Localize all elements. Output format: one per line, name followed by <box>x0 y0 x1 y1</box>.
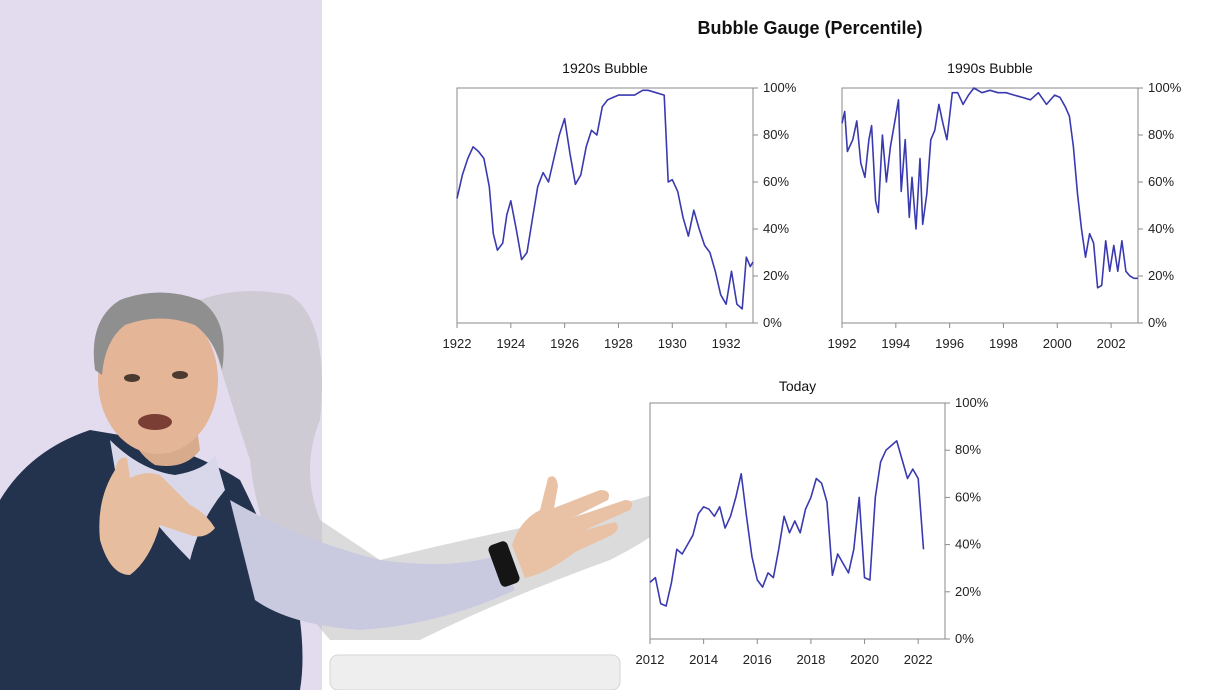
y-tick-label: 80% <box>955 442 981 457</box>
x-tick-label: 1926 <box>550 336 579 351</box>
x-tick-label: 2016 <box>743 652 772 667</box>
x-tick-label: 2014 <box>689 652 718 667</box>
chart-1990s: 1990s Bubble 0% 20% 40% 60% 80% 100% 1992 1994 19… <box>815 55 1195 360</box>
y-tick-label: 80% <box>1148 127 1174 142</box>
x-tick-label: 1992 <box>828 336 857 351</box>
left-hand <box>99 457 215 575</box>
series-line <box>841 87 1138 289</box>
plot-frame <box>841 87 1139 324</box>
x-tick-label: 1996 <box>935 336 964 351</box>
series-line <box>456 89 754 310</box>
x-tick-label: 1932 <box>712 336 741 351</box>
chart-svg: Today 0% 20% 40% 60% 80% 100% 2012 2014 2016 2018 2… <box>636 378 989 667</box>
x-tick-label: 1922 <box>443 336 472 351</box>
x-tick-label: 1924 <box>496 336 525 351</box>
y-tick-label: 40% <box>1148 221 1174 236</box>
y-tick-label: 100% <box>1148 80 1182 95</box>
plot-frame <box>456 87 754 324</box>
chart-title: 1990s Bubble <box>947 60 1033 76</box>
left-eye <box>124 374 140 382</box>
mouth <box>138 414 172 430</box>
y-tick-label: 100% <box>763 80 797 95</box>
y-tick-label: 80% <box>763 127 789 142</box>
chart-svg: 1990s Bubble 0% 20% 40% 60% 80% 100% 1992 1994 19… <box>828 60 1182 351</box>
chart-title: Today <box>779 378 816 394</box>
x-tick-label: 2012 <box>636 652 665 667</box>
x-tick-label: 1930 <box>658 336 687 351</box>
y-tick-label: 40% <box>955 537 981 552</box>
chair-right <box>329 654 621 690</box>
y-tick-label: 20% <box>955 584 981 599</box>
main-title: Bubble Gauge (Percentile) <box>697 18 923 38</box>
chart-svg: 1920s Bubble 0% 20% 40% 60% 80% 100% 1922 1924 19… <box>443 60 797 351</box>
chart-1920s: 1920s Bubble 0% 20% 40% 60% 80% 100% 1922 1924 19… <box>430 55 797 360</box>
x-tick-label: 1928 <box>604 336 633 351</box>
y-tick-label: 0% <box>763 315 782 330</box>
y-tick-label: 60% <box>763 174 789 189</box>
right-eye <box>172 371 188 379</box>
y-tick-label: 20% <box>1148 268 1174 283</box>
y-tick-label: 40% <box>763 221 789 236</box>
right-arm <box>230 500 515 630</box>
y-tick-label: 60% <box>955 489 981 504</box>
y-tick-label: 20% <box>763 268 789 283</box>
x-tick-label: 2020 <box>850 652 879 667</box>
chart-title: 1920s Bubble <box>562 60 648 76</box>
chart-today: Today 0% 20% 40% 60% 80% 100% 2012 2014 2016 2018 2… <box>622 373 1002 673</box>
right-hand <box>512 476 633 578</box>
face <box>98 306 218 454</box>
vest <box>0 430 303 690</box>
x-tick-label: 2022 <box>904 652 933 667</box>
series-line <box>649 440 925 607</box>
y-tick-label: 0% <box>1148 315 1167 330</box>
x-tick-label: 1998 <box>989 336 1018 351</box>
y-tick-label: 0% <box>955 631 974 646</box>
plot-frame <box>649 402 946 640</box>
hair <box>93 292 224 375</box>
x-tick-label: 2002 <box>1097 336 1126 351</box>
watch <box>488 541 520 587</box>
y-tick-label: 100% <box>955 395 989 410</box>
x-tick-label: 2000 <box>1043 336 1072 351</box>
x-tick-label: 2018 <box>796 652 825 667</box>
y-tick-label: 60% <box>1148 174 1174 189</box>
x-tick-label: 1994 <box>881 336 910 351</box>
